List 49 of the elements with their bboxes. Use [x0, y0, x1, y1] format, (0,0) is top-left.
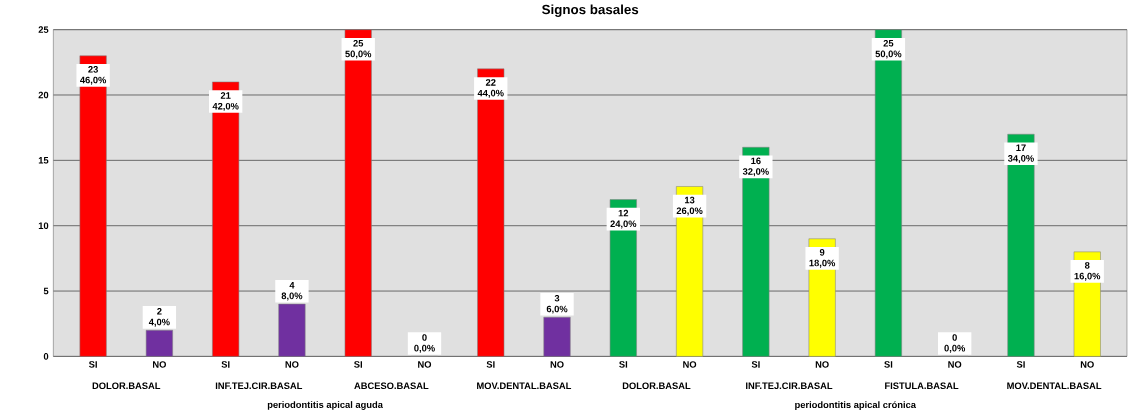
- x-tick-label: SI: [221, 360, 230, 368]
- text: periodontitis apical aguda: [267, 400, 383, 410]
- x-tick-label: SI: [884, 360, 893, 368]
- text: MOV.DENTAL.BASAL: [1007, 382, 1102, 389]
- data-label: 17 34,0%: [1007, 144, 1034, 163]
- data-label: 21 42,0%: [212, 92, 239, 111]
- x-tick-label: NO: [683, 360, 697, 368]
- x-tick-label: SI: [354, 360, 362, 368]
- text: INF.TEJ.CIR.BASAL: [215, 382, 303, 389]
- y-tick-label: 5: [43, 287, 49, 295]
- text: periodontitis apical crónica: [795, 400, 917, 410]
- chart-title: Signos basales: [542, 4, 639, 17]
- x-tick-label: NO: [153, 360, 166, 368]
- data-label: 12 24,0%: [610, 209, 637, 229]
- data-label: 16 32,0%: [742, 157, 769, 176]
- text: DOLOR.BASAL: [622, 382, 691, 389]
- x-tick-label: SI: [751, 360, 760, 368]
- x-tick-label: NO: [948, 360, 962, 368]
- data-label: 0 0,0%: [414, 333, 435, 353]
- data-label: 4 8,0%: [281, 281, 303, 301]
- y-tick-label: 25: [38, 26, 49, 33]
- data-label: 8 16,0%: [1074, 261, 1101, 281]
- x-tick-label: SI: [486, 360, 495, 368]
- x-tick-label: NO: [1080, 360, 1094, 368]
- data-label: 25 50,0%: [345, 39, 372, 59]
- text: ABCESO.BASAL: [354, 382, 429, 389]
- x-tick-label: SI: [88, 360, 97, 368]
- data-label: 13 26,0%: [676, 196, 703, 216]
- data-label: 2 4,0%: [148, 307, 170, 327]
- x-tick-label: NO: [550, 360, 564, 368]
- x-tick-label: SI: [619, 360, 628, 368]
- x-tick-label: NO: [285, 360, 299, 368]
- text: DOLOR.BASAL: [92, 382, 161, 389]
- text: MOV.DENTAL.BASAL: [477, 382, 572, 389]
- text: FISTULA.BASAL: [885, 382, 959, 389]
- y-tick-label: 10: [38, 222, 49, 229]
- x-tick-label: NO: [815, 360, 829, 368]
- data-label: 22 44,0%: [477, 78, 504, 98]
- data-label: 25 50,0%: [875, 39, 902, 59]
- data-label: 9 18,0%: [809, 248, 836, 268]
- text: INF.TEJ.CIR.BASAL: [746, 382, 833, 389]
- data-label: 3 6,0%: [546, 294, 568, 314]
- y-tick-label: 15: [38, 156, 49, 164]
- y-tick-label: 0: [43, 352, 49, 360]
- y-tick-label: 20: [38, 91, 49, 99]
- x-tick-label: NO: [418, 360, 432, 368]
- x-tick-label: SI: [1016, 360, 1025, 368]
- data-label: 23 46,0%: [80, 65, 107, 85]
- data-label: 0 0,0%: [944, 333, 966, 353]
